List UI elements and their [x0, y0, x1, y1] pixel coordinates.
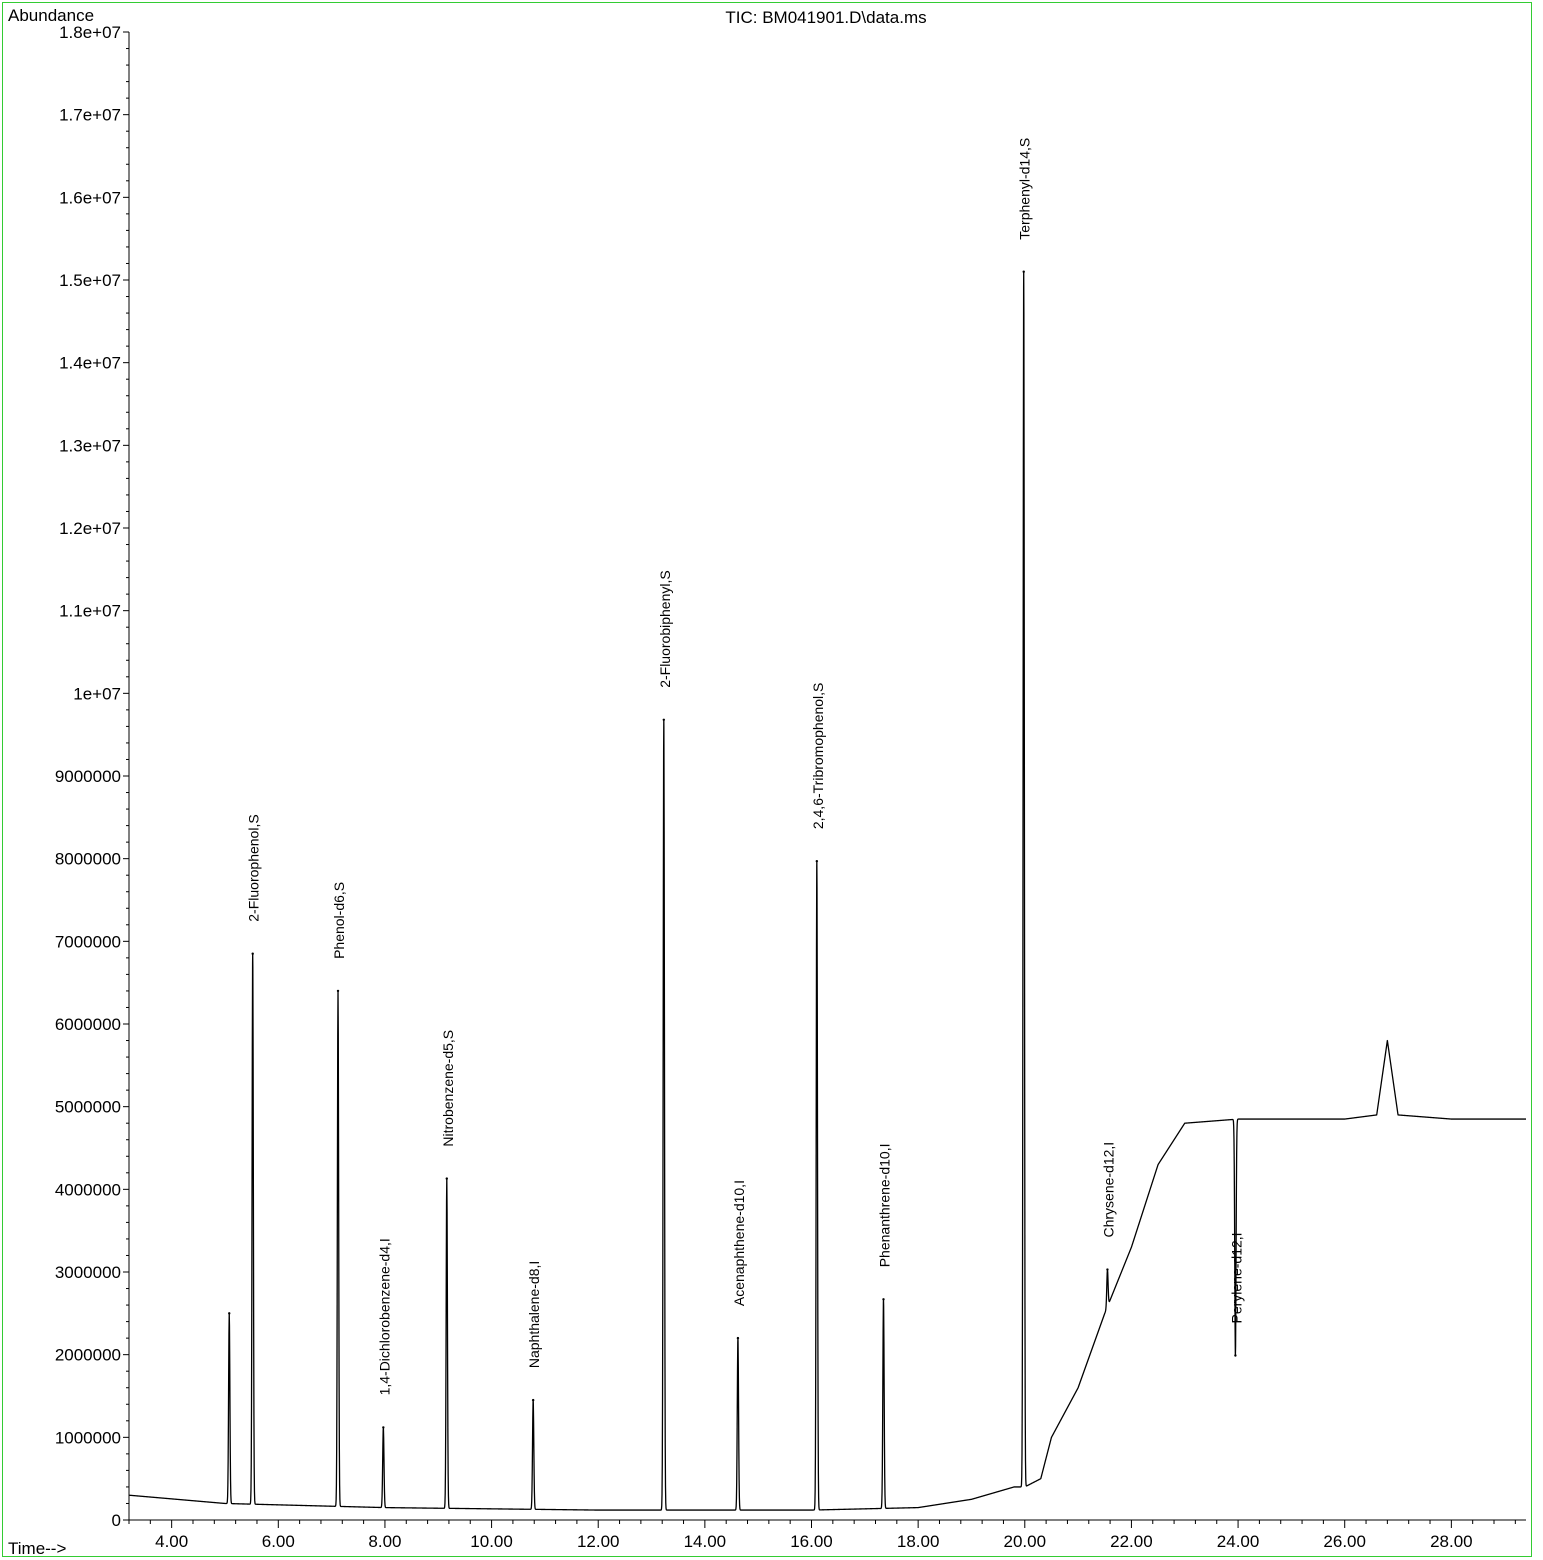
- y-tick-label: 1.1e+07: [59, 602, 121, 621]
- peak-label: Naphthalene-d8,I: [526, 1261, 542, 1368]
- peak-point: [228, 1312, 231, 1315]
- y-tick-label: 7000000: [55, 932, 121, 951]
- tic-line: [128, 271, 1527, 1511]
- x-tick-label: 22.00: [1110, 1532, 1153, 1551]
- x-tick-label: 28.00: [1430, 1532, 1473, 1551]
- x-tick-label: 12.00: [577, 1532, 620, 1551]
- x-tick-label: 10.00: [470, 1532, 513, 1551]
- peak-point: [1234, 1354, 1237, 1357]
- x-axis-ticks: 4.00 6.00 8.00 10.00 12.00 14.00 16.00 18.00 20.…: [128, 1520, 1516, 1551]
- x-tick-label: 24.00: [1217, 1532, 1260, 1551]
- y-tick-label: 1.8e+07: [59, 23, 121, 42]
- x-tick-label: 6.00: [262, 1532, 295, 1551]
- y-tick-label: 6000000: [55, 1015, 121, 1034]
- peak-labels: 2-Fluorophenol,S Phenol-d6,S 1,4-Dichlorob…: [228, 138, 1244, 1429]
- y-tick-label: 1.5e+07: [59, 271, 121, 290]
- peak-point: [531, 1398, 535, 1402]
- y-tick-label: 0: [112, 1511, 121, 1530]
- chart-title: TIC: BM041901.D\data.ms: [725, 8, 926, 27]
- peak-point: [251, 952, 254, 955]
- peak-point: [736, 1336, 740, 1340]
- peak-point: [882, 1298, 885, 1301]
- y-tick-label: 4000000: [55, 1180, 121, 1199]
- peak-label: Acenaphthene-d10,I: [731, 1180, 747, 1306]
- peak-label: 2,4,6-Tribromophenol,S: [810, 683, 826, 830]
- x-tick-label: 14.00: [684, 1532, 727, 1551]
- y-tick-label: 1.3e+07: [59, 436, 121, 455]
- peak-label: 1,4-Dichlorobenzene-d4,I: [376, 1238, 392, 1395]
- y-tick-label: 1.6e+07: [59, 188, 121, 207]
- peak-label: 2-Fluorobiphenyl,S: [657, 570, 673, 688]
- x-tick-label: 20.00: [1004, 1532, 1047, 1551]
- x-tick-label: 16.00: [790, 1532, 833, 1551]
- x-tick-label: 26.00: [1323, 1532, 1366, 1551]
- x-tick-label: 8.00: [368, 1532, 401, 1551]
- peak-point: [336, 989, 340, 993]
- y-tick-label: 1e+07: [73, 684, 121, 703]
- peak-point: [382, 1426, 385, 1429]
- peak-point: [815, 859, 819, 863]
- y-tick-label: 1.4e+07: [59, 354, 121, 373]
- y-tick-label: 9000000: [55, 767, 121, 786]
- x-tick-label: 18.00: [897, 1532, 940, 1551]
- peak-label: Phenanthrene-d10,I: [876, 1144, 892, 1268]
- y-axis-ticks: 0 1000000 2000000 3000000 4000000 5000000 6000…: [55, 23, 129, 1530]
- y-axis-label: Abundance: [8, 6, 94, 25]
- tic-trace: [128, 271, 1527, 1511]
- x-tick-label: 4.00: [155, 1532, 188, 1551]
- y-tick-label: 8000000: [55, 850, 121, 869]
- peak-label: Phenol-d6,S: [331, 882, 347, 959]
- y-tick-label: 5000000: [55, 1098, 121, 1117]
- y-tick-label: 3000000: [55, 1263, 121, 1282]
- peak-label: Chrysene-d12,I: [1100, 1142, 1116, 1238]
- peak-point: [1106, 1268, 1109, 1271]
- y-tick-label: 2000000: [55, 1346, 121, 1365]
- peak-point: [445, 1177, 448, 1180]
- x-axis-label: Time-->: [8, 1539, 66, 1558]
- peak-point: [1022, 270, 1025, 273]
- peak-label: Perylene-d12,I: [1228, 1232, 1244, 1323]
- peak-label: 2-Fluorophenol,S: [246, 814, 262, 921]
- y-tick-label: 1000000: [55, 1428, 121, 1447]
- peak-label: Nitrobenzene-d5,S: [440, 1030, 456, 1147]
- y-tick-label: 1.7e+07: [59, 106, 121, 125]
- peak-label: Terphenyl-d14,S: [1017, 138, 1033, 240]
- peak-point: [662, 718, 666, 721]
- y-tick-label: 1.2e+07: [59, 519, 121, 538]
